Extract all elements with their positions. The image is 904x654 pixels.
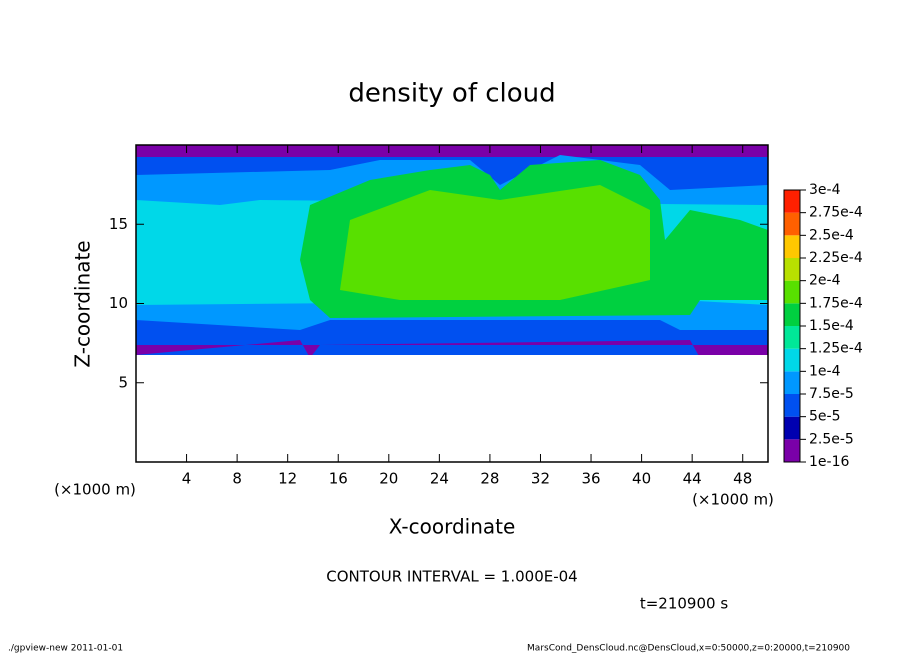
colorbar-swatch: [784, 258, 800, 281]
empty-region: [136, 355, 768, 462]
x-tick-label: 48: [733, 470, 752, 488]
colorbar-label: 2.5e-5: [809, 431, 854, 447]
colorbar-label: 1.75e-4: [809, 295, 863, 311]
colorbar-swatch: [784, 348, 800, 372]
time-label: t=210900 s: [640, 595, 728, 613]
x-tick-label: 36: [581, 470, 600, 488]
footer-right: MarsCond_DensCloud.nc@DensCloud,x=0:5000…: [527, 644, 850, 654]
colorbar-label: 1.25e-4: [809, 341, 863, 357]
y-tick-label: 5: [118, 373, 128, 391]
x-axis-title: X-coordinate: [389, 515, 516, 539]
colorbar-swatch: [784, 303, 800, 326]
footer-left: ./gpview-new 2011-01-01: [8, 644, 123, 654]
colorbar-label: 7.5e-5: [809, 386, 854, 402]
colorbar-swatch: [784, 212, 800, 236]
x-tick-label: 24: [430, 470, 449, 488]
y-tick-label: 15: [109, 215, 128, 233]
cloud-field: [136, 145, 768, 462]
colorbar-swatch: [784, 371, 800, 394]
colorbar-swatch: [784, 439, 800, 462]
x-tick-label: 28: [480, 470, 499, 488]
colorbar-label: 5e-5: [809, 409, 840, 425]
colorbar-label: 2.75e-4: [809, 205, 863, 221]
colorbar-label: 2.5e-4: [809, 227, 854, 243]
x-tick-label: 12: [278, 470, 297, 488]
x-tick-label: 20: [379, 470, 398, 488]
x-tick-label: 16: [329, 470, 348, 488]
field-region: [136, 340, 768, 358]
x-tick-label: 8: [232, 470, 242, 488]
colorbar-swatch: [784, 416, 800, 440]
x-tick-label: 44: [683, 470, 702, 488]
x-unit-right: (×1000 m): [692, 491, 774, 509]
colorbar-label: 2e-4: [809, 273, 841, 289]
y-axis-title: Z-coordinate: [71, 240, 95, 367]
y-tick-label: 10: [109, 294, 128, 312]
colorbar-label: 3e-4: [809, 182, 841, 198]
field-region: [340, 185, 650, 300]
colorbar-swatch: [784, 280, 800, 304]
x-unit-left: (×1000 m): [54, 481, 136, 499]
x-tick-label: 40: [632, 470, 651, 488]
colorbar-label: 1.5e-4: [809, 318, 854, 334]
contour-interval: CONTOUR INTERVAL = 1.000E-04: [326, 568, 577, 586]
colorbar-label: 1e-16: [809, 454, 849, 470]
colorbar-label: 1e-4: [809, 363, 841, 379]
colorbar-swatch: [784, 235, 800, 258]
colorbar-label: 2.25e-4: [809, 250, 863, 266]
colorbar-swatch: [784, 190, 800, 213]
field-region: [136, 145, 768, 157]
colorbar-swatch: [784, 394, 800, 417]
x-tick-label: 32: [531, 470, 550, 488]
chart-title: density of cloud: [348, 79, 555, 109]
colorbar-swatch: [784, 326, 800, 349]
x-tick-label: 4: [182, 470, 192, 488]
